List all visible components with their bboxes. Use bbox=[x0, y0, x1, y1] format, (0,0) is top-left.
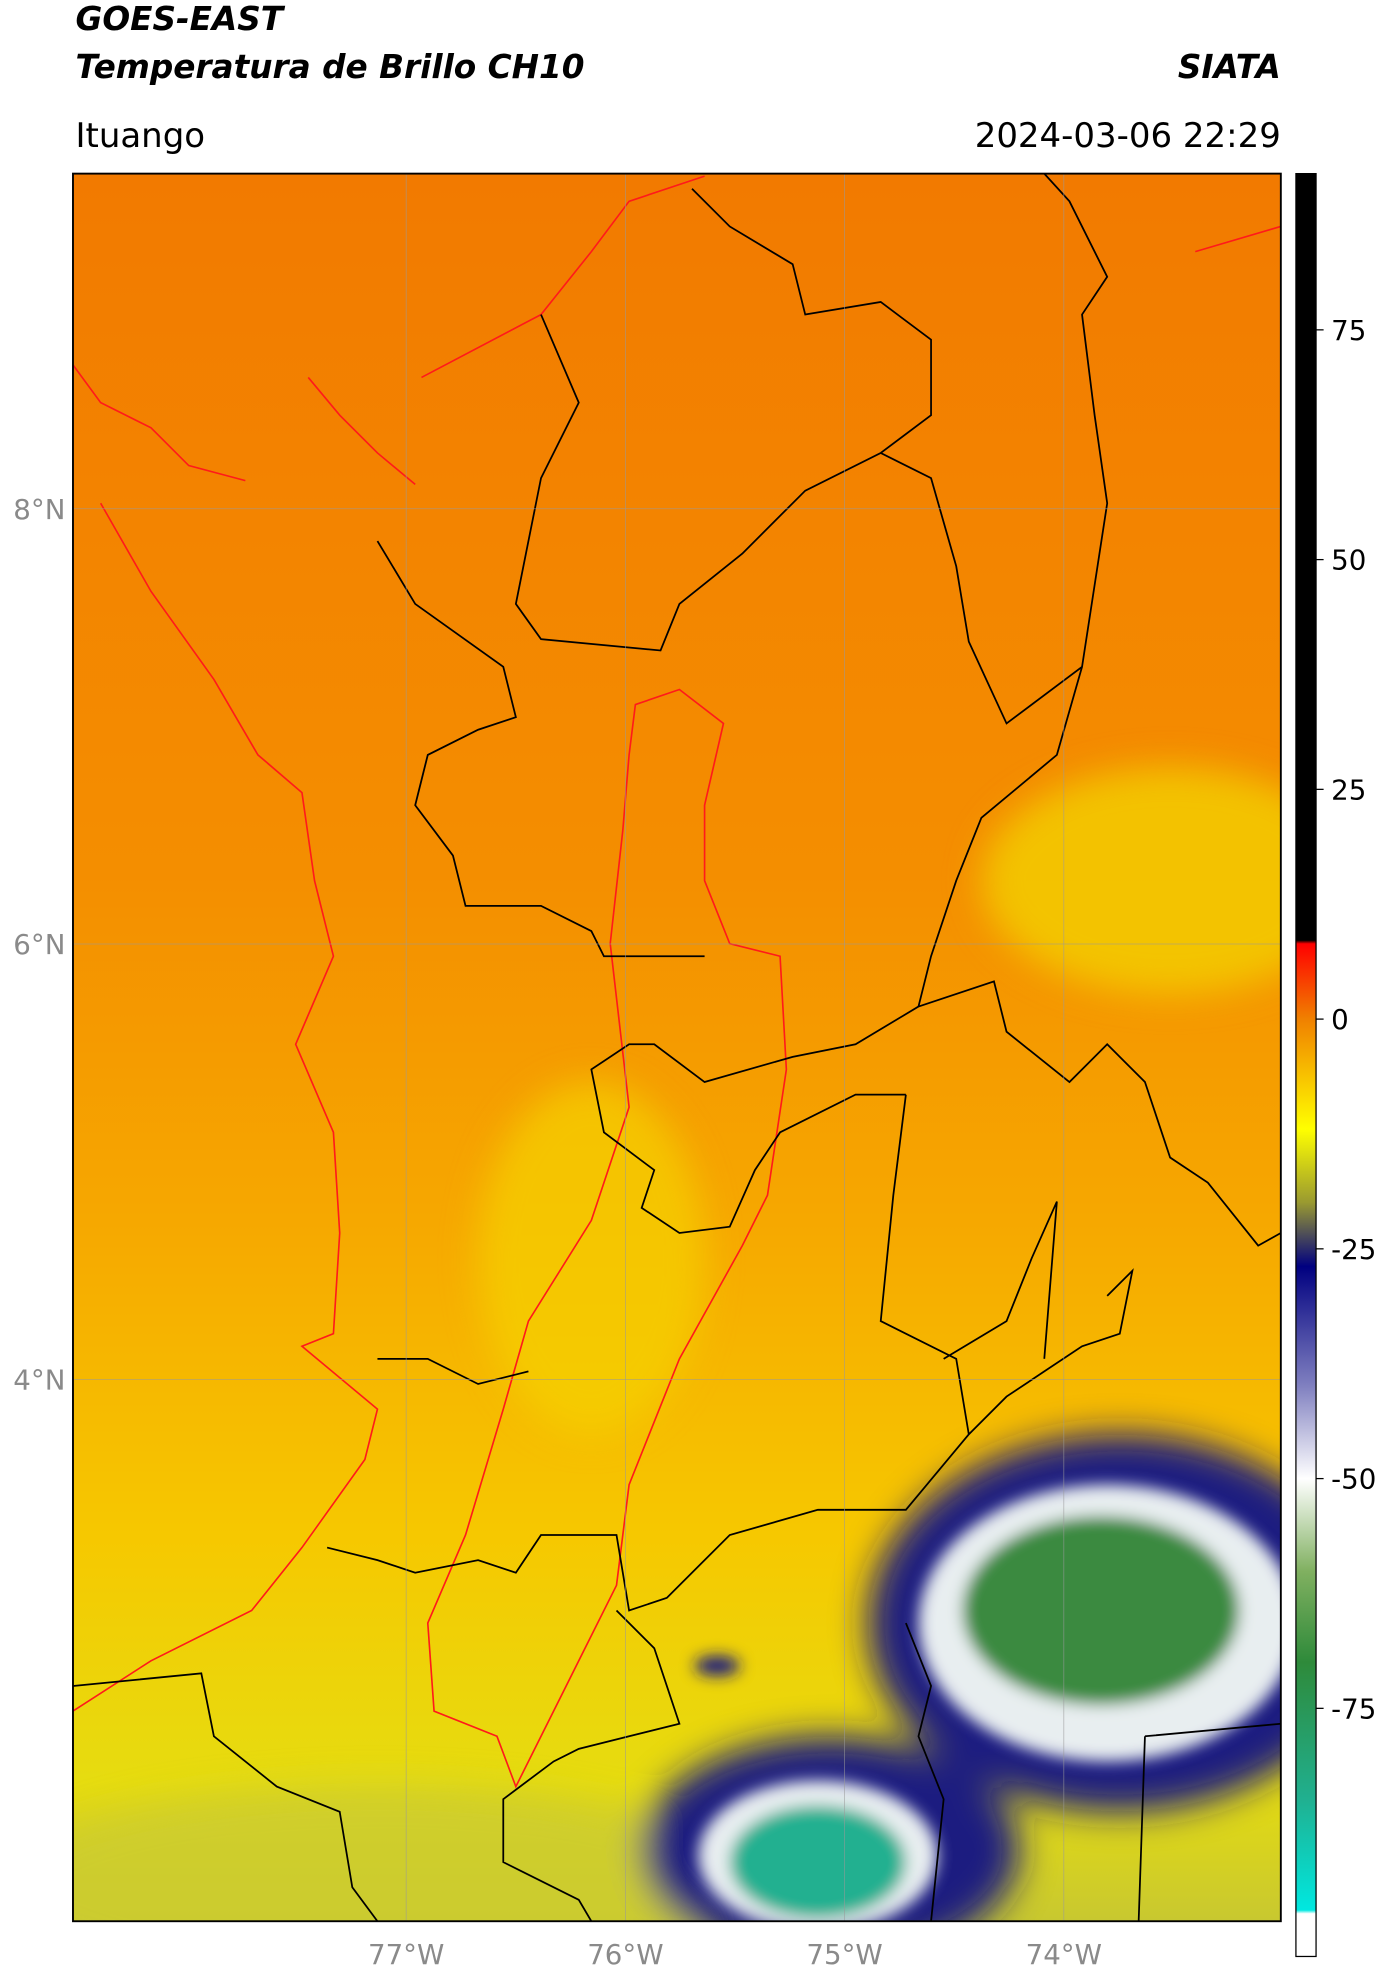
lon-tick-label: 77°W bbox=[368, 1938, 444, 1971]
colorbar-tick-label: 0 bbox=[1331, 1003, 1349, 1036]
colorbar-tick-label: 75 bbox=[1331, 314, 1366, 347]
lon-tick-label: 76°W bbox=[587, 1938, 663, 1971]
lat-tick-label: 8°N bbox=[13, 493, 65, 526]
lat-tick-label: 4°N bbox=[13, 1363, 65, 1396]
organization: SIATA bbox=[1178, 48, 1281, 86]
colorbar-tick-label: -25 bbox=[1331, 1233, 1376, 1266]
title: GOES-EAST bbox=[75, 0, 285, 38]
cloud-core bbox=[694, 1484, 1281, 1922]
map-frame bbox=[72, 172, 1282, 1923]
colorbar-tick-label: 50 bbox=[1331, 544, 1366, 577]
datetime: 2024-03-06 22:29 bbox=[975, 116, 1281, 156]
lon-tick-label: 74°W bbox=[1026, 1938, 1102, 1971]
lon-tick-label: 75°W bbox=[806, 1938, 882, 1971]
lat-tick-label: 6°N bbox=[13, 928, 65, 961]
region: Ituango bbox=[75, 116, 205, 156]
colorbar-tick-label: -50 bbox=[1331, 1463, 1376, 1496]
subtitle: Temperatura de Brillo CH10 bbox=[75, 48, 584, 86]
graticule bbox=[72, 173, 1281, 1922]
colorbar-tick-label: 25 bbox=[1331, 773, 1366, 806]
map bbox=[72, 173, 1281, 1922]
colorbar-tick-label: -75 bbox=[1331, 1692, 1376, 1725]
colorbar bbox=[1295, 172, 1317, 1958]
